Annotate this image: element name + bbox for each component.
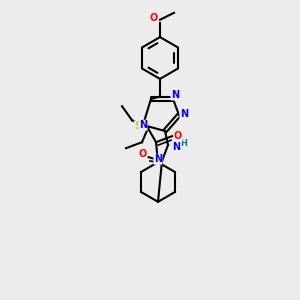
Text: N: N — [171, 90, 179, 100]
Text: N: N — [154, 154, 162, 164]
Text: O: O — [174, 131, 182, 141]
Text: S: S — [134, 121, 142, 131]
Text: H: H — [181, 139, 188, 148]
Text: N: N — [180, 109, 188, 119]
Text: O: O — [139, 149, 147, 159]
Text: N: N — [139, 120, 147, 130]
Text: N: N — [172, 142, 180, 152]
Text: O: O — [150, 13, 158, 23]
